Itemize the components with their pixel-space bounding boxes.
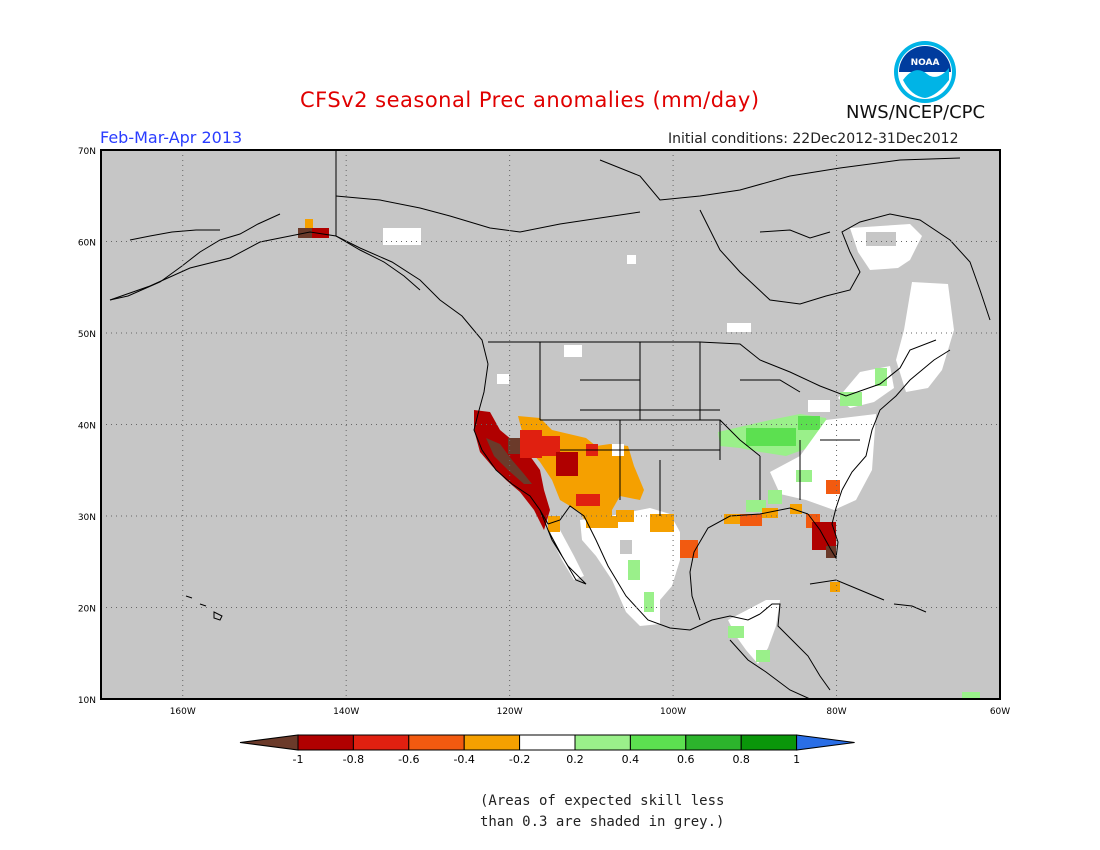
colorbar-label: -0.2 [509,753,530,766]
skill-footnote: (Areas of expected skill less than 0.3 a… [480,791,724,833]
footnote-line-2: than 0.3 are shaded in grey.) [480,814,725,830]
colorbar-swatch [685,734,742,751]
longitude-tick-labels: 160W 140W 120W 100W 80W 60W [170,707,1011,717]
noaa-logo: NOAA [894,41,956,103]
lon-tick-label: 120W [497,707,523,717]
lon-tick-label: 80W [826,707,846,717]
lon-tick-label: 160W [170,707,196,717]
logo-text: NOAA [911,58,940,68]
initial-conditions-label: Initial conditions: 22Dec2012-31Dec2012 [668,131,959,147]
lon-tick-label: 100W [660,707,686,717]
map-frame [100,149,1001,700]
colorbar-label: 1 [793,753,800,766]
colorbar-swatch [519,734,576,751]
colorbar-swatch [352,734,410,751]
colorbar-label: 0.6 [677,753,695,766]
lat-tick-label: 40N [78,422,96,432]
lat-tick-label: 30N [78,513,96,523]
colorbar-label: 0.4 [622,753,640,766]
colorbar-label: -0.6 [398,753,419,766]
colorbar-swatch [629,734,687,751]
colorbar-label: -0.4 [453,753,474,766]
colorbar-label: -1 [293,753,304,766]
chart-title: CFSv2 seasonal Prec anomalies (mm/day) [300,88,760,112]
colorbar-right-arrow [796,734,855,751]
colorbar-label: 0.8 [732,753,750,766]
colorbar-label: 0.2 [566,753,584,766]
colorbar-swatch [574,734,631,751]
lat-tick-label: 50N [78,330,96,340]
coastline-layer [109,150,991,699]
lon-tick-label: 140W [333,707,359,717]
colorbar-swatch [463,734,521,751]
lon-tick-label: 60W [990,707,1010,717]
anomaly-layer [298,219,980,699]
lat-tick-label: 60N [78,239,96,249]
colorbar-left-arrow [239,734,299,751]
colorbar-swatch [408,734,465,751]
lat-tick-label: 70N [78,147,96,157]
footnote-line-1: (Areas of expected skill less [480,793,725,809]
lat-tick-label: 10N [78,696,96,706]
colorbar-label: -0.8 [343,753,364,766]
lat-tick-label: 20N [78,605,96,615]
colorbar-swatch [740,734,798,751]
colorbar-legend: -1 -0.8 -0.6 -0.4 -0.2 0.2 0.4 0.6 0.8 1 [239,734,855,766]
organization-label: NWS/NCEP/CPC [846,102,986,123]
latitude-tick-labels: 10N 20N 30N 40N 50N 60N 70N [78,147,96,706]
season-label: Feb-Mar-Apr 2013 [100,128,243,147]
colorbar-swatch [297,734,354,751]
